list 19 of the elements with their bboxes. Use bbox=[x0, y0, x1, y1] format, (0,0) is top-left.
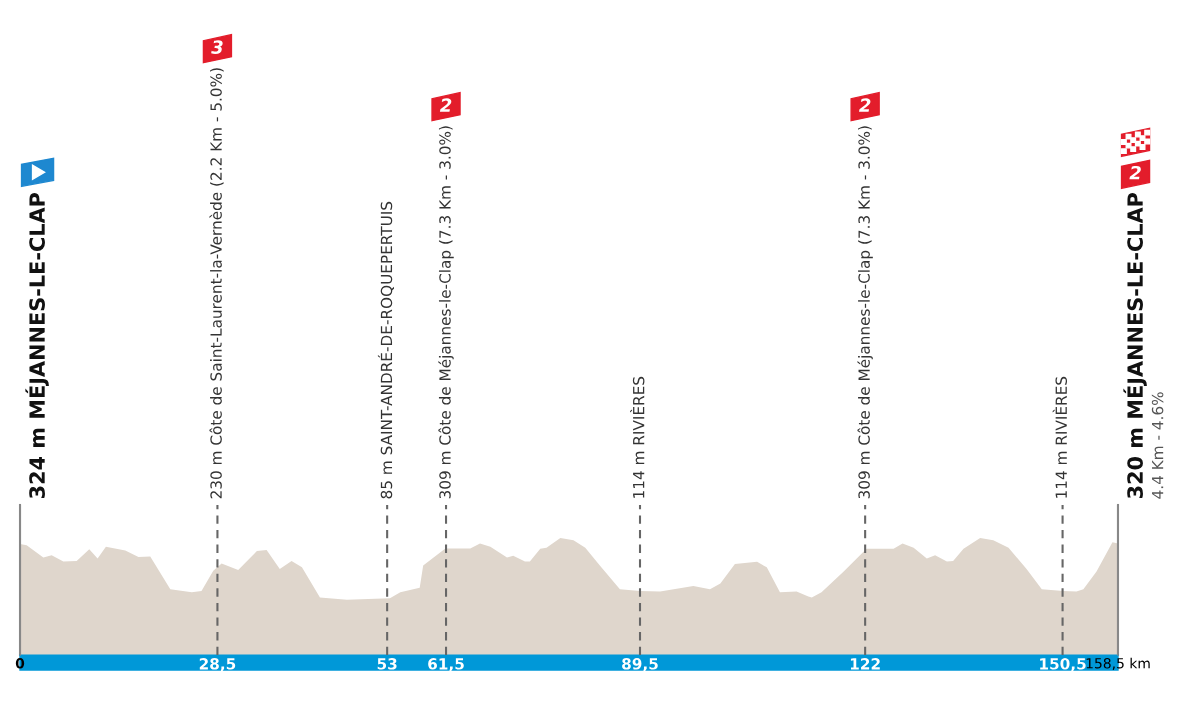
x-tick-label: 28,5 bbox=[199, 658, 236, 672]
text: 4.4 Km - 4.6% bbox=[1151, 392, 1164, 499]
ref-line-label: 324 m MÉJANNES-LE-CLAP bbox=[25, 192, 49, 499]
ref-line-label: 309 m Côte de Méjannes-le-Clap (7.3 Km - 3.0%) bbox=[857, 126, 873, 499]
text: 2 bbox=[1129, 165, 1141, 180]
text: 2 bbox=[439, 98, 452, 112]
ref-line-label: 230 m Côte de Saint-Laurent-la-Vernède (2.2 Km - 5.0%) bbox=[209, 68, 224, 499]
x-tick-label: 53 bbox=[377, 658, 397, 670]
x-tick-label: 122 bbox=[850, 658, 880, 670]
ref-line-label: 309 m Côte de Méjannes-le-Clap (7.3 Km - 3.0%) bbox=[438, 126, 454, 499]
x-tick-label: 150,5 bbox=[1040, 658, 1086, 672]
ref-line-label: 114 m RIVIÈRES bbox=[630, 376, 645, 498]
text: 3 bbox=[211, 40, 223, 54]
ref-line-label: 114 m RIVIÈRES bbox=[1052, 376, 1068, 498]
x-tick-label: 89,5 bbox=[622, 658, 658, 672]
ref-line-label: 85 m SAINT-ANDRÉ-DE-ROQUEPERTUIS bbox=[377, 201, 394, 499]
text: 2 bbox=[859, 98, 871, 112]
x-tick-label: 61,5 bbox=[428, 658, 464, 672]
ref-line-label: 320 m MÉJANNES-LE-CLAP bbox=[1123, 192, 1147, 499]
